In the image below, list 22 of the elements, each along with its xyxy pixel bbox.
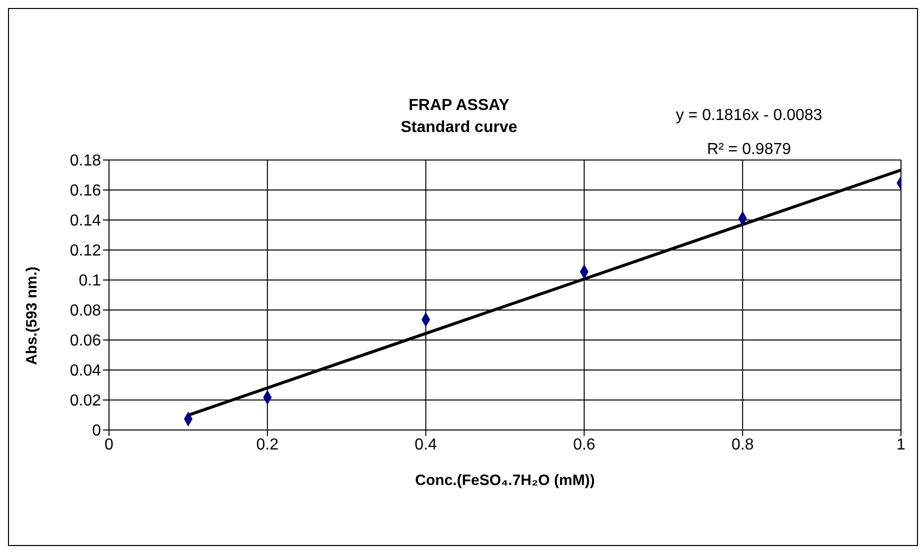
x-tick-label: 0.2 xyxy=(256,436,279,454)
y-tick-label: 0.12 xyxy=(70,242,102,260)
y-tick-label: 0.08 xyxy=(70,302,102,320)
y-tick-label: 0.04 xyxy=(70,362,102,380)
x-tick-label: 1 xyxy=(896,436,906,454)
y-tick-label: 0.18 xyxy=(70,152,102,170)
x-tick-label: 0.6 xyxy=(573,436,596,454)
y-tick-label: 0.16 xyxy=(70,182,102,200)
y-axis-title: Abs.(593 nm.) xyxy=(23,266,40,365)
x-axis-title: Conc.(FeSO₄.7H₂O (mM)) xyxy=(415,472,595,489)
y-tick-label: 0.14 xyxy=(70,212,102,230)
y-tick-label: 0.1 xyxy=(78,272,102,290)
y-tick-label: 0.06 xyxy=(70,332,102,350)
text: y = 0.1816x - 0.0083 xyxy=(674,107,824,125)
x-tick-label: 0 xyxy=(104,436,114,454)
y-tick-label: 0.02 xyxy=(70,392,102,410)
x-tick-label: 0.4 xyxy=(414,436,438,454)
y-tick-label: 0 xyxy=(92,422,102,440)
chart-title: FRAP ASSAY xyxy=(408,97,510,114)
chart-subtitle: Standard curve xyxy=(400,119,518,136)
text: R² = 0.9879 xyxy=(706,141,792,159)
x-tick-label: 0.8 xyxy=(731,436,754,454)
